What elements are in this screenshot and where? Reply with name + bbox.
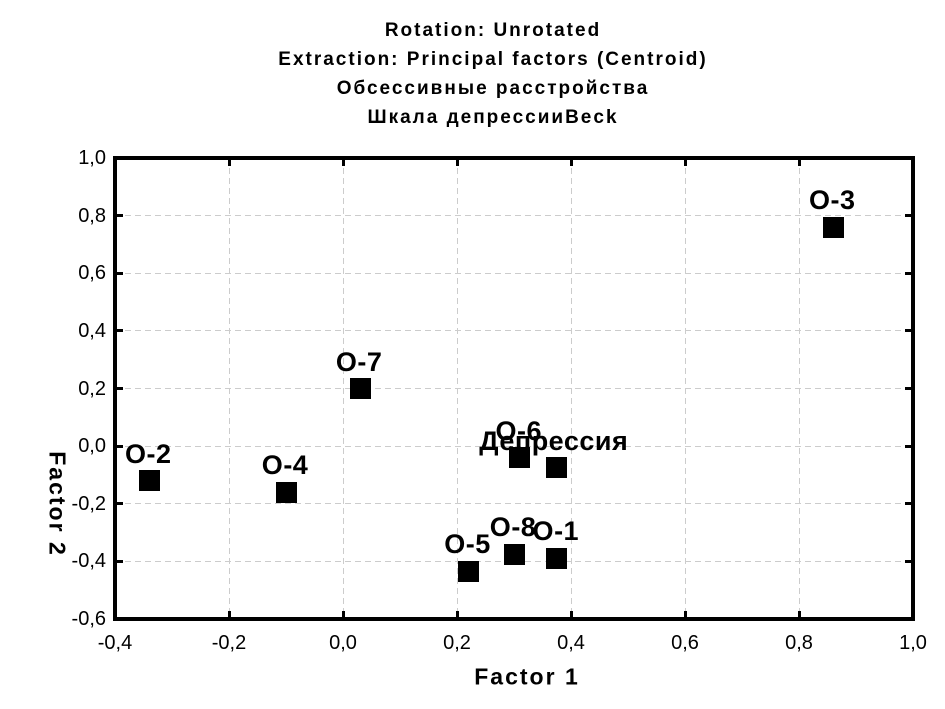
y-tick-label: 0,0 bbox=[78, 435, 106, 458]
x-tick-mark-bottom bbox=[227, 611, 231, 618]
data-point-marker bbox=[349, 378, 371, 399]
data-point-marker bbox=[822, 216, 844, 238]
x-tick-label: 0,0 bbox=[329, 632, 357, 654]
y-tick-mark-right bbox=[905, 502, 912, 506]
data-point-marker bbox=[275, 481, 297, 503]
data-point-marker bbox=[503, 543, 525, 565]
data-point-marker bbox=[138, 470, 160, 492]
x-tick-mark-bottom bbox=[341, 611, 345, 618]
chart-title-line-1: Rotation: Unrotated bbox=[384, 20, 602, 41]
gridline-horizontal bbox=[115, 445, 913, 447]
chart-title: Rotation: Unrotated Extraction: Principa… bbox=[113, 16, 873, 132]
x-tick-mark-top bbox=[455, 159, 459, 166]
x-tick-mark-bottom bbox=[683, 611, 687, 618]
y-tick-mark-right bbox=[905, 329, 912, 333]
x-tick-mark-top bbox=[797, 159, 801, 166]
x-tick-label: 0,4 bbox=[557, 632, 585, 654]
x-axis-title: Factor 1 bbox=[474, 663, 580, 690]
y-tick-label: 0,2 bbox=[78, 377, 106, 400]
y-tick-mark-left bbox=[116, 214, 123, 218]
y-tick-mark-left bbox=[116, 329, 123, 333]
data-point-marker bbox=[546, 547, 568, 569]
y-tick-mark-left bbox=[116, 502, 123, 506]
plot-area: -0,4 -0,2 0,0 0,2 0,4 0,6 0,8 1,0 1,0 0,8 0,6 0,4 0,… bbox=[72, 147, 927, 654]
data-point-label: O-3 bbox=[808, 185, 856, 216]
y-tick-mark-right bbox=[905, 271, 912, 275]
gridline-horizontal bbox=[115, 272, 913, 274]
data-point-label: O-8 bbox=[489, 512, 537, 543]
y-tick-label: 0,4 bbox=[78, 319, 106, 342]
x-tick-label: 0,6 bbox=[671, 632, 699, 654]
gridline-horizontal bbox=[115, 388, 913, 389]
y-axis-title: Factor 2 bbox=[44, 451, 71, 557]
y-tick-mark-left bbox=[116, 387, 123, 390]
y-tick-mark-right bbox=[905, 559, 912, 563]
x-tick-mark-bottom bbox=[569, 611, 573, 618]
data-point-marker bbox=[457, 560, 479, 582]
x-tick-mark-top bbox=[569, 159, 573, 166]
data-point-marker bbox=[509, 447, 531, 469]
y-tick-label: 0,8 bbox=[78, 204, 106, 227]
gridline-horizontal bbox=[115, 215, 913, 217]
data-point-label: O-4 bbox=[261, 450, 309, 481]
data-point-label: O-7 bbox=[335, 346, 383, 377]
chart-title-line-3: Обсессивные расстройства bbox=[336, 78, 650, 99]
x-tick-mark-top bbox=[683, 159, 687, 166]
data-point-label: O-2 bbox=[124, 438, 172, 469]
data-point-label: O-6 bbox=[495, 415, 543, 446]
data-point-label: O-5 bbox=[444, 529, 491, 560]
x-tick-label: -0,2 bbox=[211, 632, 247, 654]
y-tick-mark-right bbox=[905, 214, 912, 218]
y-tick-label: 1,0 bbox=[78, 147, 106, 169]
x-tick-mark-top bbox=[227, 159, 231, 166]
x-tick-mark-bottom bbox=[797, 611, 801, 618]
y-tick-label: -0,4 bbox=[71, 550, 106, 573]
gridline-horizontal bbox=[115, 330, 913, 332]
chart-title-line-4: Шкала депрессииBeck bbox=[367, 107, 619, 128]
y-tick-mark-left bbox=[116, 271, 123, 275]
y-tick-mark-left bbox=[116, 444, 123, 448]
y-tick-mark-left bbox=[116, 559, 123, 563]
data-point-label: O-1 bbox=[532, 516, 580, 547]
x-tick-label: 1,0 bbox=[899, 632, 927, 654]
y-tick-label: -0,6 bbox=[71, 608, 106, 630]
y-tick-mark-right bbox=[905, 387, 912, 390]
data-point-marker bbox=[546, 457, 568, 479]
x-tick-mark-bottom bbox=[455, 611, 459, 618]
x-tick-mark-top bbox=[341, 159, 345, 166]
data-point-label: Депрессия bbox=[479, 425, 629, 456]
chart-title-line-2: Extraction: Principal factors (Centroid) bbox=[278, 49, 708, 70]
gridline-horizontal bbox=[115, 503, 913, 505]
y-tick-mark-right bbox=[905, 444, 912, 448]
x-tick-label: 0,8 bbox=[785, 632, 813, 654]
x-tick-label: -0,4 bbox=[97, 632, 133, 654]
y-tick-label: -0,2 bbox=[71, 492, 106, 515]
x-tick-label: 0,2 bbox=[443, 632, 471, 654]
y-tick-label: 0,6 bbox=[78, 262, 106, 285]
